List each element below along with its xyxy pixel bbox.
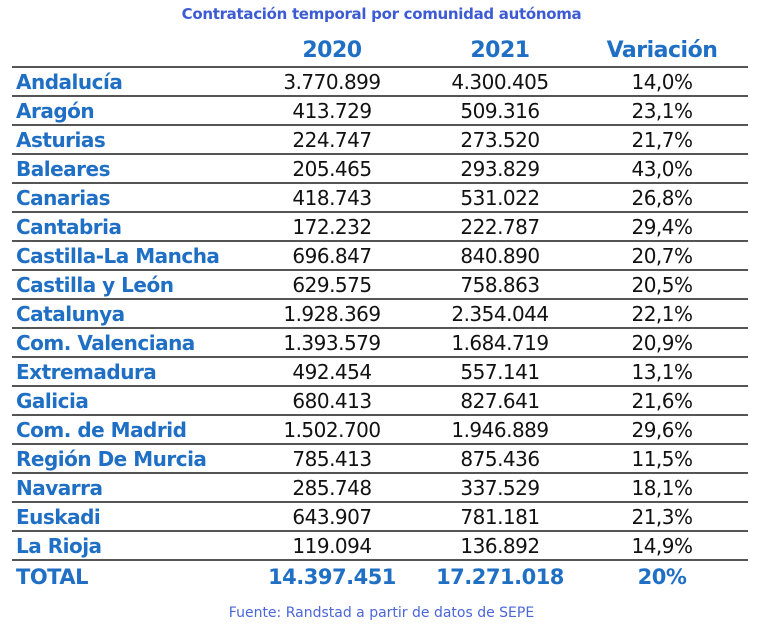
table-row: La Rioja 119.094 136.892 14,9% (12, 530, 748, 559)
value-2021: 4.300.405 (430, 70, 570, 94)
region-name: La Rioja (16, 534, 102, 558)
region-name: Castilla-La Mancha (16, 244, 219, 268)
value-2020: 413.729 (262, 99, 402, 123)
region-name: Catalunya (16, 302, 125, 326)
value-2020: 696.847 (262, 244, 402, 268)
table-row: Cantabria 172.232 222.787 29,4% (12, 211, 748, 240)
value-2020: 643.907 (262, 505, 402, 529)
table-row: Com. Valenciana 1.393.579 1.684.719 20,9% (12, 327, 748, 356)
table-row: Castilla-La Mancha 696.847 840.890 20,7% (12, 240, 748, 269)
table-row: Asturias 224.747 273.520 21,7% (12, 124, 748, 153)
value-2021: 337.529 (430, 476, 570, 500)
table-row: Com. de Madrid 1.502.700 1.946.889 29,6% (12, 414, 748, 443)
table-row: Baleares 205.465 293.829 43,0% (12, 153, 748, 182)
value-variacion: 20,9% (597, 331, 727, 355)
value-2021: 875.436 (430, 447, 570, 471)
table-row: Navarra 285.748 337.529 18,1% (12, 472, 748, 501)
source-note: Fuente: Randstad a partir de datos de SE… (0, 605, 763, 621)
region-name: Baleares (16, 157, 110, 181)
region-name: Galicia (16, 389, 88, 413)
value-2020: 492.454 (262, 360, 402, 384)
value-2021: 1.684.719 (430, 331, 570, 355)
column-header-2020: 2020 (262, 38, 402, 63)
value-2020: 172.232 (262, 215, 402, 239)
total-variacion: 20% (597, 565, 727, 589)
value-2021: 758.863 (430, 273, 570, 297)
region-name: Com. Valenciana (16, 331, 195, 355)
value-variacion: 43,0% (597, 157, 727, 181)
value-variacion: 14,0% (597, 70, 727, 94)
column-header-variacion: Variación (597, 38, 727, 63)
table-row: Galicia 680.413 827.641 21,6% (12, 385, 748, 414)
region-name: Cantabria (16, 215, 122, 239)
value-variacion: 23,1% (597, 99, 727, 123)
value-2020: 785.413 (262, 447, 402, 471)
value-2020: 418.743 (262, 186, 402, 210)
table-title: Contratación temporal por comunidad autó… (0, 5, 763, 23)
region-name: Región De Murcia (16, 447, 206, 471)
value-variacion: 20,5% (597, 273, 727, 297)
value-variacion: 21,3% (597, 505, 727, 529)
value-2020: 119.094 (262, 534, 402, 558)
value-2021: 531.022 (430, 186, 570, 210)
table-row: Canarias 418.743 531.022 26,8% (12, 182, 748, 211)
value-2020: 224.747 (262, 128, 402, 152)
table-body: Andalucía 3.770.899 4.300.405 14,0% Aragón 41… (12, 66, 748, 561)
value-2021: 1.946.889 (430, 418, 570, 442)
table-row: Catalunya 1.928.369 2.354.044 22,1% (12, 298, 748, 327)
value-2020: 629.575 (262, 273, 402, 297)
value-variacion: 21,7% (597, 128, 727, 152)
value-2021: 827.641 (430, 389, 570, 413)
value-2021: 273.520 (430, 128, 570, 152)
column-header-2021: 2021 (430, 38, 570, 63)
value-2020: 285.748 (262, 476, 402, 500)
value-2020: 205.465 (262, 157, 402, 181)
region-name: Andalucía (16, 70, 122, 94)
table-header: 2020 2021 Variación (12, 38, 748, 66)
value-variacion: 21,6% (597, 389, 727, 413)
value-2021: 136.892 (430, 534, 570, 558)
region-name: Euskadi (16, 505, 100, 529)
table-row: Extremadura 492.454 557.141 13,1% (12, 356, 748, 385)
total-row: TOTAL 14.397.451 17.271.018 20% (12, 563, 748, 593)
value-2021: 293.829 (430, 157, 570, 181)
table-row: Región De Murcia 785.413 875.436 11,5% (12, 443, 748, 472)
value-variacion: 18,1% (597, 476, 727, 500)
region-name: Extremadura (16, 360, 156, 384)
value-variacion: 13,1% (597, 360, 727, 384)
region-name: Navarra (16, 476, 103, 500)
total-2021: 17.271.018 (430, 565, 570, 589)
value-variacion: 11,5% (597, 447, 727, 471)
region-name: Castilla y León (16, 273, 173, 297)
value-2021: 781.181 (430, 505, 570, 529)
table-row: Andalucía 3.770.899 4.300.405 14,0% (12, 66, 748, 95)
total-label: TOTAL (16, 565, 88, 589)
value-variacion: 26,8% (597, 186, 727, 210)
region-name: Asturias (16, 128, 105, 152)
value-variacion: 22,1% (597, 302, 727, 326)
value-2020: 1.928.369 (262, 302, 402, 326)
table-row: Aragón 413.729 509.316 23,1% (12, 95, 748, 124)
value-variacion: 14,9% (597, 534, 727, 558)
table-row: Euskadi 643.907 781.181 21,3% (12, 501, 748, 530)
value-2021: 509.316 (430, 99, 570, 123)
region-name: Com. de Madrid (16, 418, 186, 442)
table-row: Castilla y León 629.575 758.863 20,5% (12, 269, 748, 298)
value-2021: 2.354.044 (430, 302, 570, 326)
value-2020: 1.502.700 (262, 418, 402, 442)
value-2020: 1.393.579 (262, 331, 402, 355)
value-variacion: 20,7% (597, 244, 727, 268)
region-name: Canarias (16, 186, 110, 210)
value-2021: 840.890 (430, 244, 570, 268)
value-2020: 3.770.899 (262, 70, 402, 94)
value-variacion: 29,4% (597, 215, 727, 239)
bottom-rule (12, 559, 748, 561)
region-name: Aragón (16, 99, 94, 123)
value-2021: 222.787 (430, 215, 570, 239)
value-2021: 557.141 (430, 360, 570, 384)
value-2020: 680.413 (262, 389, 402, 413)
total-2020: 14.397.451 (262, 565, 402, 589)
value-variacion: 29,6% (597, 418, 727, 442)
